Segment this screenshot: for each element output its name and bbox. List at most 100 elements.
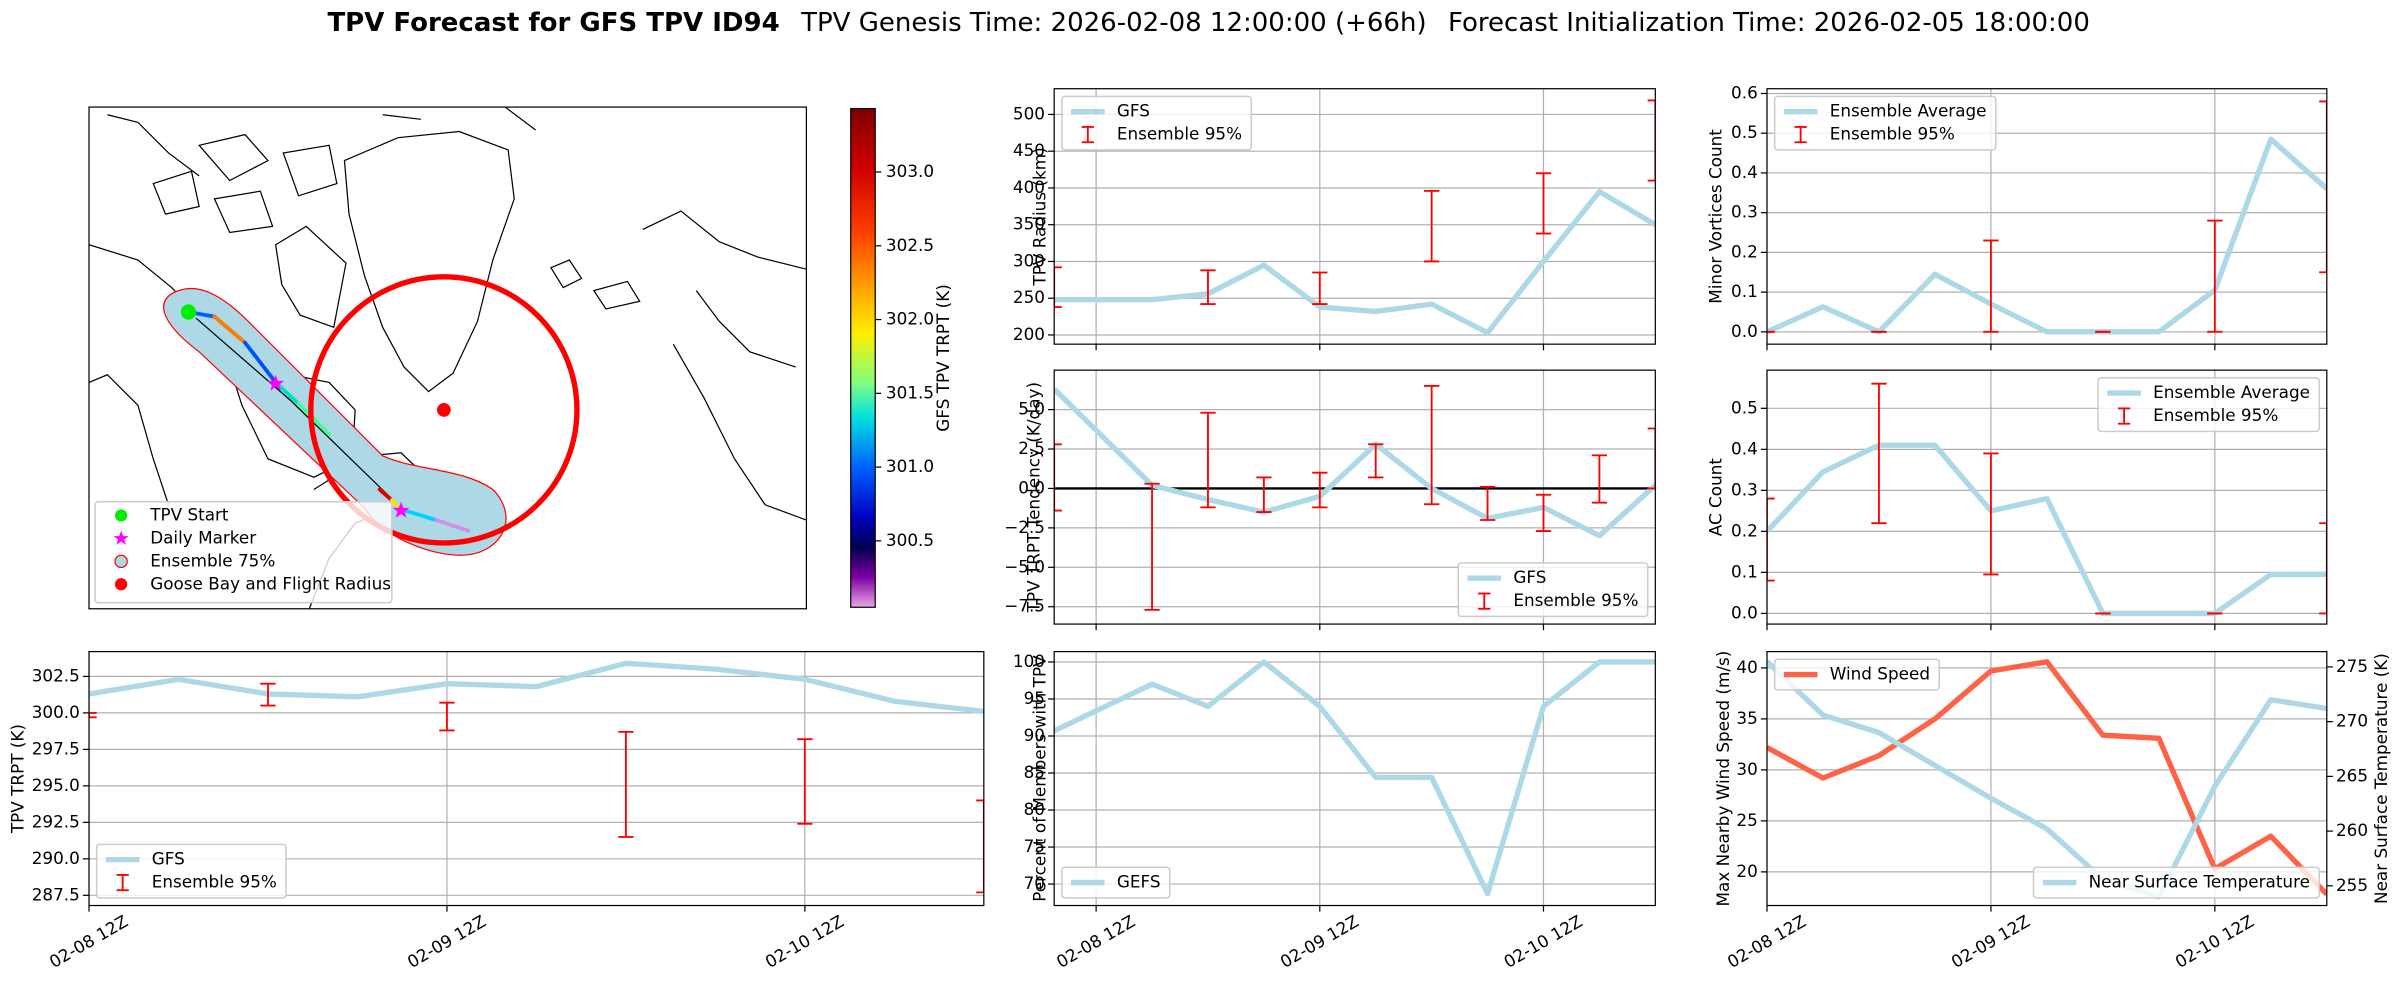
legend: Ensemble Average Ensemble 95% — [2097, 377, 2320, 433]
y-tick-label: 295.0 — [32, 775, 80, 795]
plot-area — [1054, 88, 1656, 345]
legend-box — [2032, 866, 2320, 899]
y-tick-label: 250 — [1013, 287, 1045, 307]
y-axis-label: Minor Vortices Count — [1706, 129, 1726, 304]
y2-tick-label: 260 — [2336, 820, 2368, 840]
colorbar-tick-label: 301.0 — [886, 456, 934, 476]
y-tick-label: −5.0 — [1004, 556, 1045, 576]
subplot: 0.0 0.1 0.2 0.3 0.4 0.5 0.6 Minor Vortices Coun… — [1706, 82, 2328, 351]
legend-box — [1773, 95, 1997, 151]
legend-label: GFS — [1117, 101, 1150, 121]
y-tick-label: 290.0 — [32, 848, 80, 868]
y-tick-label: 300 — [1013, 250, 1045, 270]
y-axis-label: Max Nearby Wind Speed (m/s) — [1713, 651, 1733, 907]
colorbar-tick-label: 303.0 — [886, 161, 934, 181]
axes-frame — [1053, 369, 1656, 625]
gfs-track — [186, 310, 471, 533]
axes-frame — [1766, 650, 2328, 907]
legend: Ensemble Average Ensemble 95% — [1773, 95, 1997, 151]
series-line — [1054, 387, 1656, 539]
series-line — [89, 660, 984, 715]
y2-axis-label: Near Surface Temperature (K) — [2371, 653, 2391, 904]
y-tick-label: 40 — [1736, 657, 1757, 677]
series-line — [1766, 659, 2327, 897]
legend-box — [1061, 866, 1171, 899]
legend-label: Ensemble 95% — [1513, 590, 1638, 610]
legend: GEFS — [1061, 866, 1171, 899]
y-tick-label: 302.5 — [32, 665, 80, 685]
y-tick-label: 292.5 — [32, 811, 80, 831]
y-tick-label: 2.5 — [1018, 438, 1045, 458]
colorbar-label: GFS TPV TRPT (K) — [933, 284, 953, 432]
plot-area — [1766, 88, 2327, 345]
colorbar-tick-label: 302.5 — [886, 235, 934, 255]
axes-frame — [1053, 650, 1656, 907]
y-tick-label: 200 — [1013, 324, 1045, 344]
y2-tick-label: 255 — [2336, 875, 2368, 895]
daily-marker — [267, 374, 285, 391]
y-tick-label: 0.6 — [1731, 82, 1758, 102]
x-tick-label: 02-10 12Z — [2172, 911, 2257, 972]
x-tick-label: 02-09 12Z — [1948, 911, 2033, 972]
y-tick-label: −2.5 — [1004, 517, 1045, 537]
series-line — [1054, 188, 1656, 336]
y-tick-label: 85 — [1024, 762, 1045, 782]
coastlines — [89, 107, 807, 609]
legend-label: Daily Marker — [150, 527, 256, 547]
y-tick-label: 287.5 — [32, 884, 80, 904]
x-tick-label: 02-10 12Z — [762, 911, 847, 972]
series-line — [1054, 659, 1656, 897]
legend-box — [95, 843, 287, 899]
y-tick-label: 35 — [1736, 708, 1757, 728]
y-tick-label: 300.0 — [32, 702, 80, 722]
mean-track — [195, 317, 402, 509]
y-tick-label: 450 — [1013, 140, 1045, 160]
tpv-start — [180, 304, 197, 320]
y-tick-label: 20 — [1736, 861, 1757, 881]
y-tick-label: 500 — [1013, 103, 1045, 123]
subplot: 200 250 300 350 400 450 500 TPV Radius (km) GFS E… — [1013, 88, 1656, 351]
y-tick-label: 0.5 — [1731, 122, 1758, 142]
y-tick-label: 95 — [1024, 688, 1045, 708]
legend: Near Surface Temperature — [2032, 866, 2320, 899]
flight-radius — [308, 274, 580, 546]
colorbar — [850, 107, 876, 608]
legend-label: Ensemble Average — [1830, 101, 1987, 121]
legend: GFS Ensemble 95% — [1457, 562, 1649, 618]
y-tick-label: 0.0 — [1731, 321, 1758, 341]
y2-tick-label: 265 — [2336, 765, 2368, 785]
legend-box — [1457, 562, 1649, 618]
legend-label: Ensemble 95% — [2153, 405, 2278, 425]
map-frame — [88, 106, 808, 610]
series-line — [1766, 442, 2327, 617]
y-tick-label: 400 — [1013, 177, 1045, 197]
legend-marker — [114, 554, 128, 569]
x-tick-label: 02-08 12Z — [1724, 911, 1809, 972]
y-tick-label: 80 — [1024, 799, 1045, 819]
daily-marker — [392, 501, 410, 518]
y-tick-label: 0.5 — [1731, 397, 1758, 417]
plot-area — [1766, 370, 2327, 625]
y-tick-label: 30 — [1736, 759, 1757, 779]
y-tick-label: −7.5 — [1004, 596, 1045, 616]
axes-frame — [1053, 88, 1656, 345]
x-tick-label: 02-10 12Z — [1500, 911, 1585, 972]
y-tick-label: 0.0 — [1018, 477, 1045, 497]
series-line — [1766, 136, 2327, 335]
subplot: 02-08 12Z 02-09 12Z 02-10 12Z 70 75 80 85 90 95 1… — [1013, 650, 1656, 972]
colorbar-tick-label: 301.5 — [886, 382, 934, 402]
legend-box — [94, 500, 393, 604]
plot-area — [89, 651, 984, 906]
legend-marker — [115, 509, 128, 522]
legend-label: GFS — [1513, 567, 1546, 587]
y-tick-label: 0.2 — [1731, 520, 1758, 540]
legend-marker — [113, 530, 129, 545]
y-tick-label: 0.3 — [1731, 479, 1758, 499]
subplot: 0.0 0.1 0.2 0.3 0.4 0.5 AC Count Ensemble Avera… — [1706, 369, 2328, 631]
y-tick-label: 0.4 — [1731, 438, 1758, 458]
legend-box — [1061, 95, 1253, 151]
legend-label: Ensemble 75% — [150, 550, 275, 570]
title-init: Forecast Initialization Time: 2026-02-05… — [1448, 7, 2090, 37]
legend: GFS Ensemble 95% — [1061, 95, 1253, 151]
